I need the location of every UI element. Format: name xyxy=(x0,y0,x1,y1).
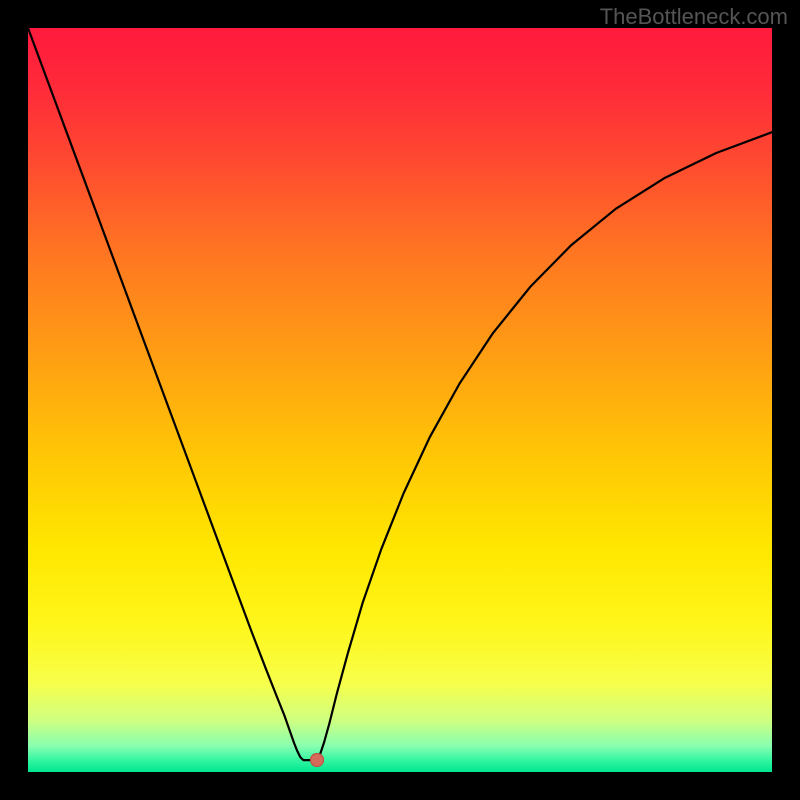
curve-path xyxy=(28,28,772,760)
watermark-text: TheBottleneck.com xyxy=(600,4,788,30)
bottleneck-curve xyxy=(28,28,772,772)
chart-plot-area xyxy=(28,28,772,772)
optimum-marker xyxy=(310,753,324,767)
